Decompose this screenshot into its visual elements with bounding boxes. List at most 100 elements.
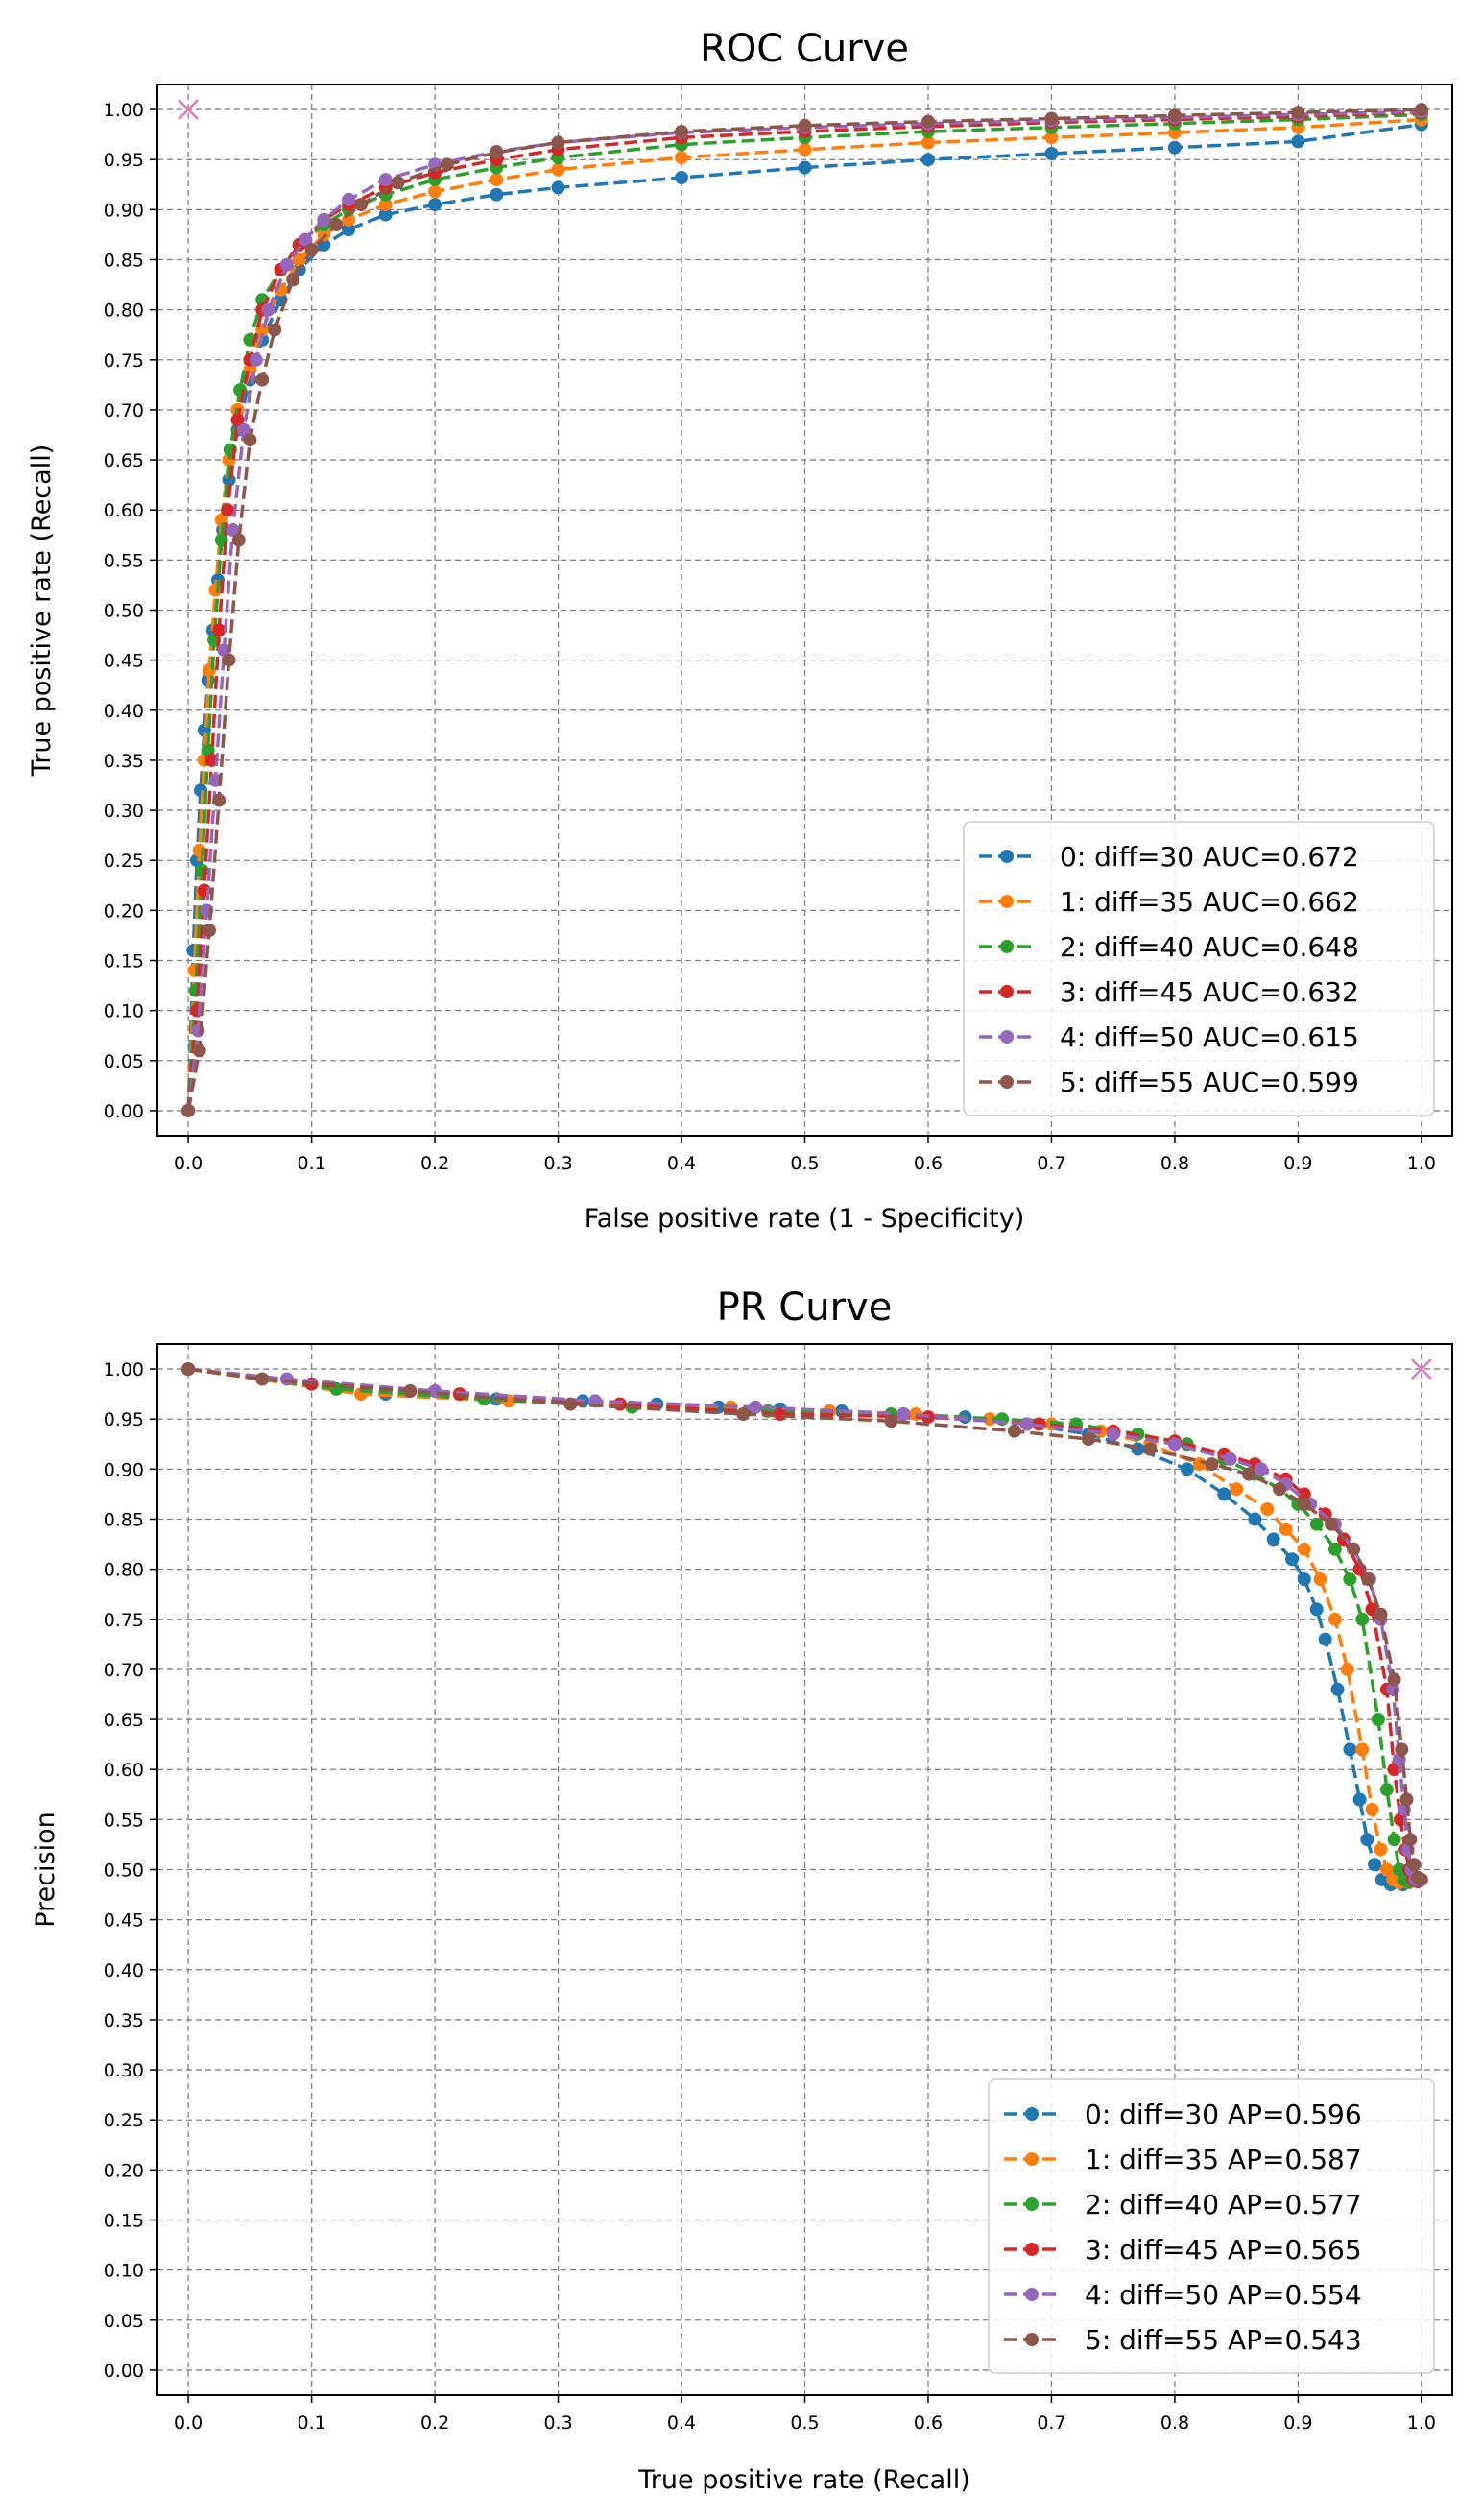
y-tick-label: 0.80 bbox=[104, 300, 144, 322]
data-point bbox=[995, 1412, 1010, 1427]
data-point bbox=[1044, 147, 1059, 160]
data-point bbox=[243, 433, 257, 447]
x-tick-label: 0.5 bbox=[790, 2412, 819, 2434]
y-tick-label: 0.00 bbox=[104, 2361, 144, 2382]
data-point bbox=[1143, 1442, 1158, 1456]
y-axis-label: Precision bbox=[31, 1812, 60, 1927]
data-point bbox=[1352, 1792, 1367, 1807]
series-group bbox=[181, 1362, 1428, 1892]
data-point bbox=[1325, 1517, 1339, 1531]
x-tick-label: 0.6 bbox=[914, 2412, 943, 2434]
data-point bbox=[921, 135, 935, 150]
data-point bbox=[268, 323, 282, 337]
legend-item: 5: diff=55 AUC=0.599 bbox=[979, 1067, 1359, 1098]
data-point bbox=[1330, 1682, 1345, 1696]
data-point bbox=[1387, 1833, 1401, 1847]
data-point bbox=[1309, 1602, 1324, 1617]
y-tick-label: 0.25 bbox=[104, 851, 144, 872]
legend-item: 1: diff=35 AUC=0.662 bbox=[979, 886, 1359, 918]
legend: 0: diff=30 AP=0.596 1: diff=35 AP=0.587 2:… bbox=[988, 2078, 1435, 2374]
legend-item: 4: diff=50 AP=0.554 bbox=[1004, 2279, 1362, 2311]
data-point bbox=[1131, 1442, 1145, 1456]
x-tick-label: 0.0 bbox=[174, 2412, 203, 2434]
data-point bbox=[490, 187, 504, 202]
data-point bbox=[921, 153, 935, 167]
data-point bbox=[1399, 1792, 1414, 1807]
data-point bbox=[255, 372, 270, 387]
x-tick-label: 1.0 bbox=[1407, 1153, 1436, 1174]
data-point bbox=[181, 1103, 196, 1117]
data-point bbox=[329, 218, 344, 231]
y-tick-label: 0.20 bbox=[104, 2160, 144, 2181]
data-point bbox=[1167, 140, 1182, 155]
x-tick-label: 0.3 bbox=[543, 1153, 572, 1174]
legend-label: 5: diff=55 AP=0.543 bbox=[1085, 2324, 1362, 2356]
y-tick-label: 0.90 bbox=[104, 200, 144, 221]
y-tick-label: 0.05 bbox=[104, 1051, 144, 1072]
legend-label: 3: diff=45 AP=0.565 bbox=[1085, 2234, 1362, 2266]
data-point bbox=[231, 533, 246, 547]
plot-frame bbox=[156, 1343, 1453, 2396]
y-tick-label: 0.30 bbox=[104, 2060, 144, 2081]
legend-label: 1: diff=35 AP=0.587 bbox=[1085, 2144, 1362, 2175]
y-tick-label: 0.75 bbox=[104, 350, 144, 372]
data-point bbox=[1327, 1612, 1342, 1626]
data-point bbox=[1414, 1872, 1428, 1886]
data-point bbox=[1355, 1742, 1370, 1757]
data-point bbox=[1217, 1487, 1231, 1501]
x-tick-label: 0.9 bbox=[1283, 2412, 1312, 2434]
axis-ticks: 0.0 0.1 0.2 0.3 0.4 0.5 0.6 0.7 0.8 0.9 1.0 0.00 0.0… bbox=[104, 1359, 1436, 2434]
legend-swatch-marker bbox=[1000, 850, 1014, 863]
data-point bbox=[736, 1407, 751, 1421]
data-point bbox=[1379, 1783, 1394, 1797]
y-tick-label: 0.55 bbox=[104, 1810, 144, 1831]
data-point bbox=[1285, 1552, 1299, 1567]
x-axis-label: False positive rate (1 - Specificity) bbox=[585, 1204, 1025, 1234]
data-point bbox=[181, 1362, 196, 1377]
data-point bbox=[299, 232, 313, 247]
data-point bbox=[749, 1400, 763, 1414]
data-point bbox=[1297, 1572, 1311, 1587]
roc-chart: ROC Curve 0.0 0.1 0.2 0.3 0.4 0.5 0.6 0.7 0.8 0.9… bbox=[27, 27, 1453, 1234]
y-tick-label: 0.35 bbox=[104, 751, 144, 772]
data-point bbox=[1318, 1632, 1332, 1646]
x-tick-label: 0.3 bbox=[543, 2412, 572, 2434]
data-point bbox=[1407, 1858, 1422, 1872]
legend-label: 4: diff=50 AUC=0.615 bbox=[1060, 1021, 1359, 1053]
y-tick-label: 0.45 bbox=[104, 1910, 144, 1932]
data-point bbox=[1371, 1713, 1385, 1727]
legend-item: 0: diff=30 AP=0.596 bbox=[1004, 2099, 1362, 2130]
data-point bbox=[1360, 1833, 1374, 1847]
data-point bbox=[212, 793, 227, 807]
legend-label: 0: diff=30 AP=0.596 bbox=[1085, 2099, 1362, 2130]
data-point bbox=[1327, 1542, 1342, 1556]
ideal-point-marker bbox=[1410, 1358, 1432, 1380]
x-tick-label: 0.7 bbox=[1037, 1153, 1065, 1174]
y-tick-label: 1.00 bbox=[104, 100, 144, 121]
data-point bbox=[1260, 1502, 1275, 1517]
data-point bbox=[217, 643, 231, 658]
data-point bbox=[1343, 1572, 1357, 1587]
data-point bbox=[279, 1372, 294, 1386]
data-point bbox=[279, 257, 294, 272]
x-tick-label: 0.0 bbox=[174, 1153, 203, 1174]
y-tick-label: 1.00 bbox=[104, 1359, 144, 1380]
data-point bbox=[304, 243, 319, 257]
data-point bbox=[1007, 1424, 1021, 1438]
legend-item: 5: diff=55 AP=0.543 bbox=[1004, 2324, 1362, 2356]
data-point bbox=[212, 623, 227, 637]
data-point bbox=[1309, 1517, 1324, 1531]
data-point bbox=[1387, 1763, 1401, 1777]
series-line bbox=[186, 110, 1422, 1112]
x-tick-label: 1.0 bbox=[1407, 2412, 1436, 2434]
axis-ticks: 0.0 0.1 0.2 0.3 0.4 0.5 0.6 0.7 0.8 0.9 1.0 0.00 0.0… bbox=[104, 100, 1436, 1174]
series-line bbox=[187, 1367, 1420, 1882]
data-point bbox=[378, 198, 393, 212]
data-point bbox=[286, 273, 300, 287]
legend-box bbox=[963, 821, 1435, 1116]
y-tick-label: 0.15 bbox=[104, 2211, 144, 2232]
y-tick-label: 0.70 bbox=[104, 400, 144, 421]
data-point bbox=[1395, 1742, 1409, 1757]
legend-swatch-marker bbox=[1025, 2197, 1039, 2211]
